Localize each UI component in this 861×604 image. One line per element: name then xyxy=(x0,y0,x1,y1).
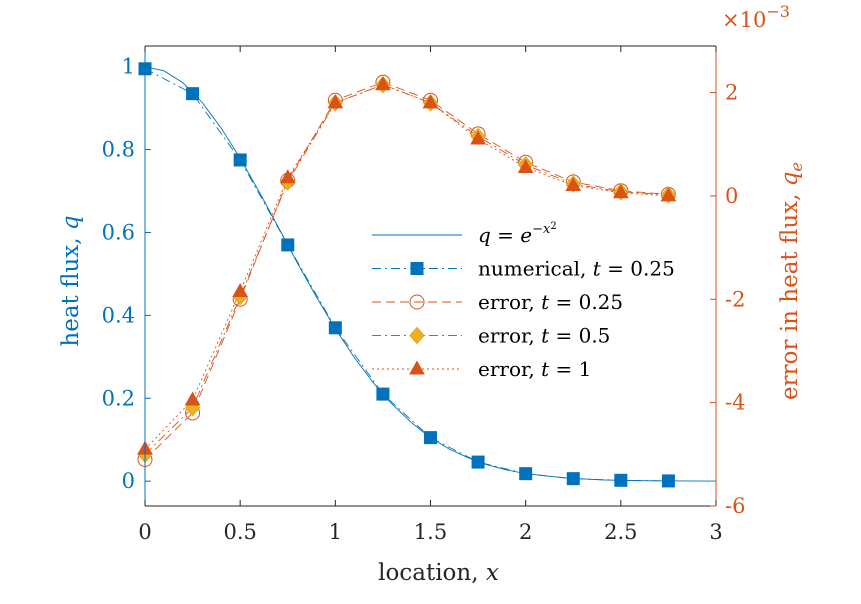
series-line-2 xyxy=(144,81,669,460)
data-point-1-2 xyxy=(233,153,247,167)
data-point-4-3 xyxy=(279,169,296,184)
legend-marker-1 xyxy=(410,262,424,275)
data-point-1-5 xyxy=(376,387,390,401)
data-point-1-4 xyxy=(328,321,342,335)
x-tick-label: 2 xyxy=(519,520,532,544)
legend: q = e−x2 numerical, t = 0.25 error, t = 0.… xyxy=(372,221,675,381)
right-axis-multiplier: ×10−3 xyxy=(722,2,790,32)
series-line-4 xyxy=(144,84,669,450)
data-point-1-3 xyxy=(281,238,295,252)
y-axis-label: heat flux, q xyxy=(58,215,84,346)
x-tick-label: 1 xyxy=(329,520,342,544)
axes: 0 0.5 1 1.5 2 2.5 3 0 0.2 0.4 0.6 0.8 1 -6 -4 -2 0 2 ×10−3… xyxy=(58,2,806,586)
data-point-4-6 xyxy=(422,94,439,109)
data-point-1-1 xyxy=(186,87,200,101)
data-point-1-6 xyxy=(424,431,437,445)
data-point-4-9 xyxy=(565,177,582,192)
y-right-tick-label: -6 xyxy=(725,494,745,518)
data-point-4-7 xyxy=(470,130,486,145)
legend-label-0: q = e−x2 xyxy=(478,221,557,247)
data-point-4-5 xyxy=(375,76,391,91)
data-point-1-9 xyxy=(566,472,580,486)
x-axis-label: location, x xyxy=(378,560,499,586)
x-tick-label: 2.5 xyxy=(604,520,637,544)
data-point-1-10 xyxy=(614,473,628,487)
data-point-1-8 xyxy=(519,467,533,481)
legend-marker-2 xyxy=(409,294,425,310)
data-point-4-2 xyxy=(232,282,249,298)
x-tick-label: 1.5 xyxy=(414,520,447,544)
data-point-4-1 xyxy=(184,391,201,406)
legend-label-2: error, t = 0.25 xyxy=(478,290,623,314)
y-tick-label: 0.6 xyxy=(102,220,135,244)
legend-label-1: numerical, t = 0.25 xyxy=(478,257,675,281)
legend-marker-3 xyxy=(409,326,425,345)
data-point-4-10 xyxy=(612,184,629,199)
data-point-4-8 xyxy=(517,158,534,173)
data-point-4-4 xyxy=(327,94,344,109)
legend-label-3: error, t = 0.5 xyxy=(478,324,610,348)
legend-marker-4 xyxy=(409,360,425,375)
y-tick-label: 0.2 xyxy=(102,386,135,410)
y-tick-label: 0.8 xyxy=(102,138,135,162)
data-point-4-11 xyxy=(660,187,677,202)
data-point-1-11 xyxy=(661,474,675,488)
series-line-1 xyxy=(144,68,669,482)
x-tick-label: 3 xyxy=(709,520,722,544)
y-right-tick-label: 2 xyxy=(725,81,738,105)
x-tick-label: 0 xyxy=(138,520,151,544)
y-tick-label: 0.4 xyxy=(102,303,135,327)
y-right-tick-label: -4 xyxy=(725,391,745,415)
y-tick-label: 0 xyxy=(122,469,135,493)
y-axis-label-right: error in heat flux, qe xyxy=(777,162,806,400)
y-tick-label: 1 xyxy=(122,55,135,79)
x-tick-label: 0.5 xyxy=(223,520,256,544)
series-markers xyxy=(137,62,677,488)
y-right-tick-label: 0 xyxy=(725,184,738,208)
legend-label-4: error, t = 1 xyxy=(478,357,591,381)
y-right-tick-label: -2 xyxy=(725,287,745,311)
data-point-1-7 xyxy=(471,455,485,469)
